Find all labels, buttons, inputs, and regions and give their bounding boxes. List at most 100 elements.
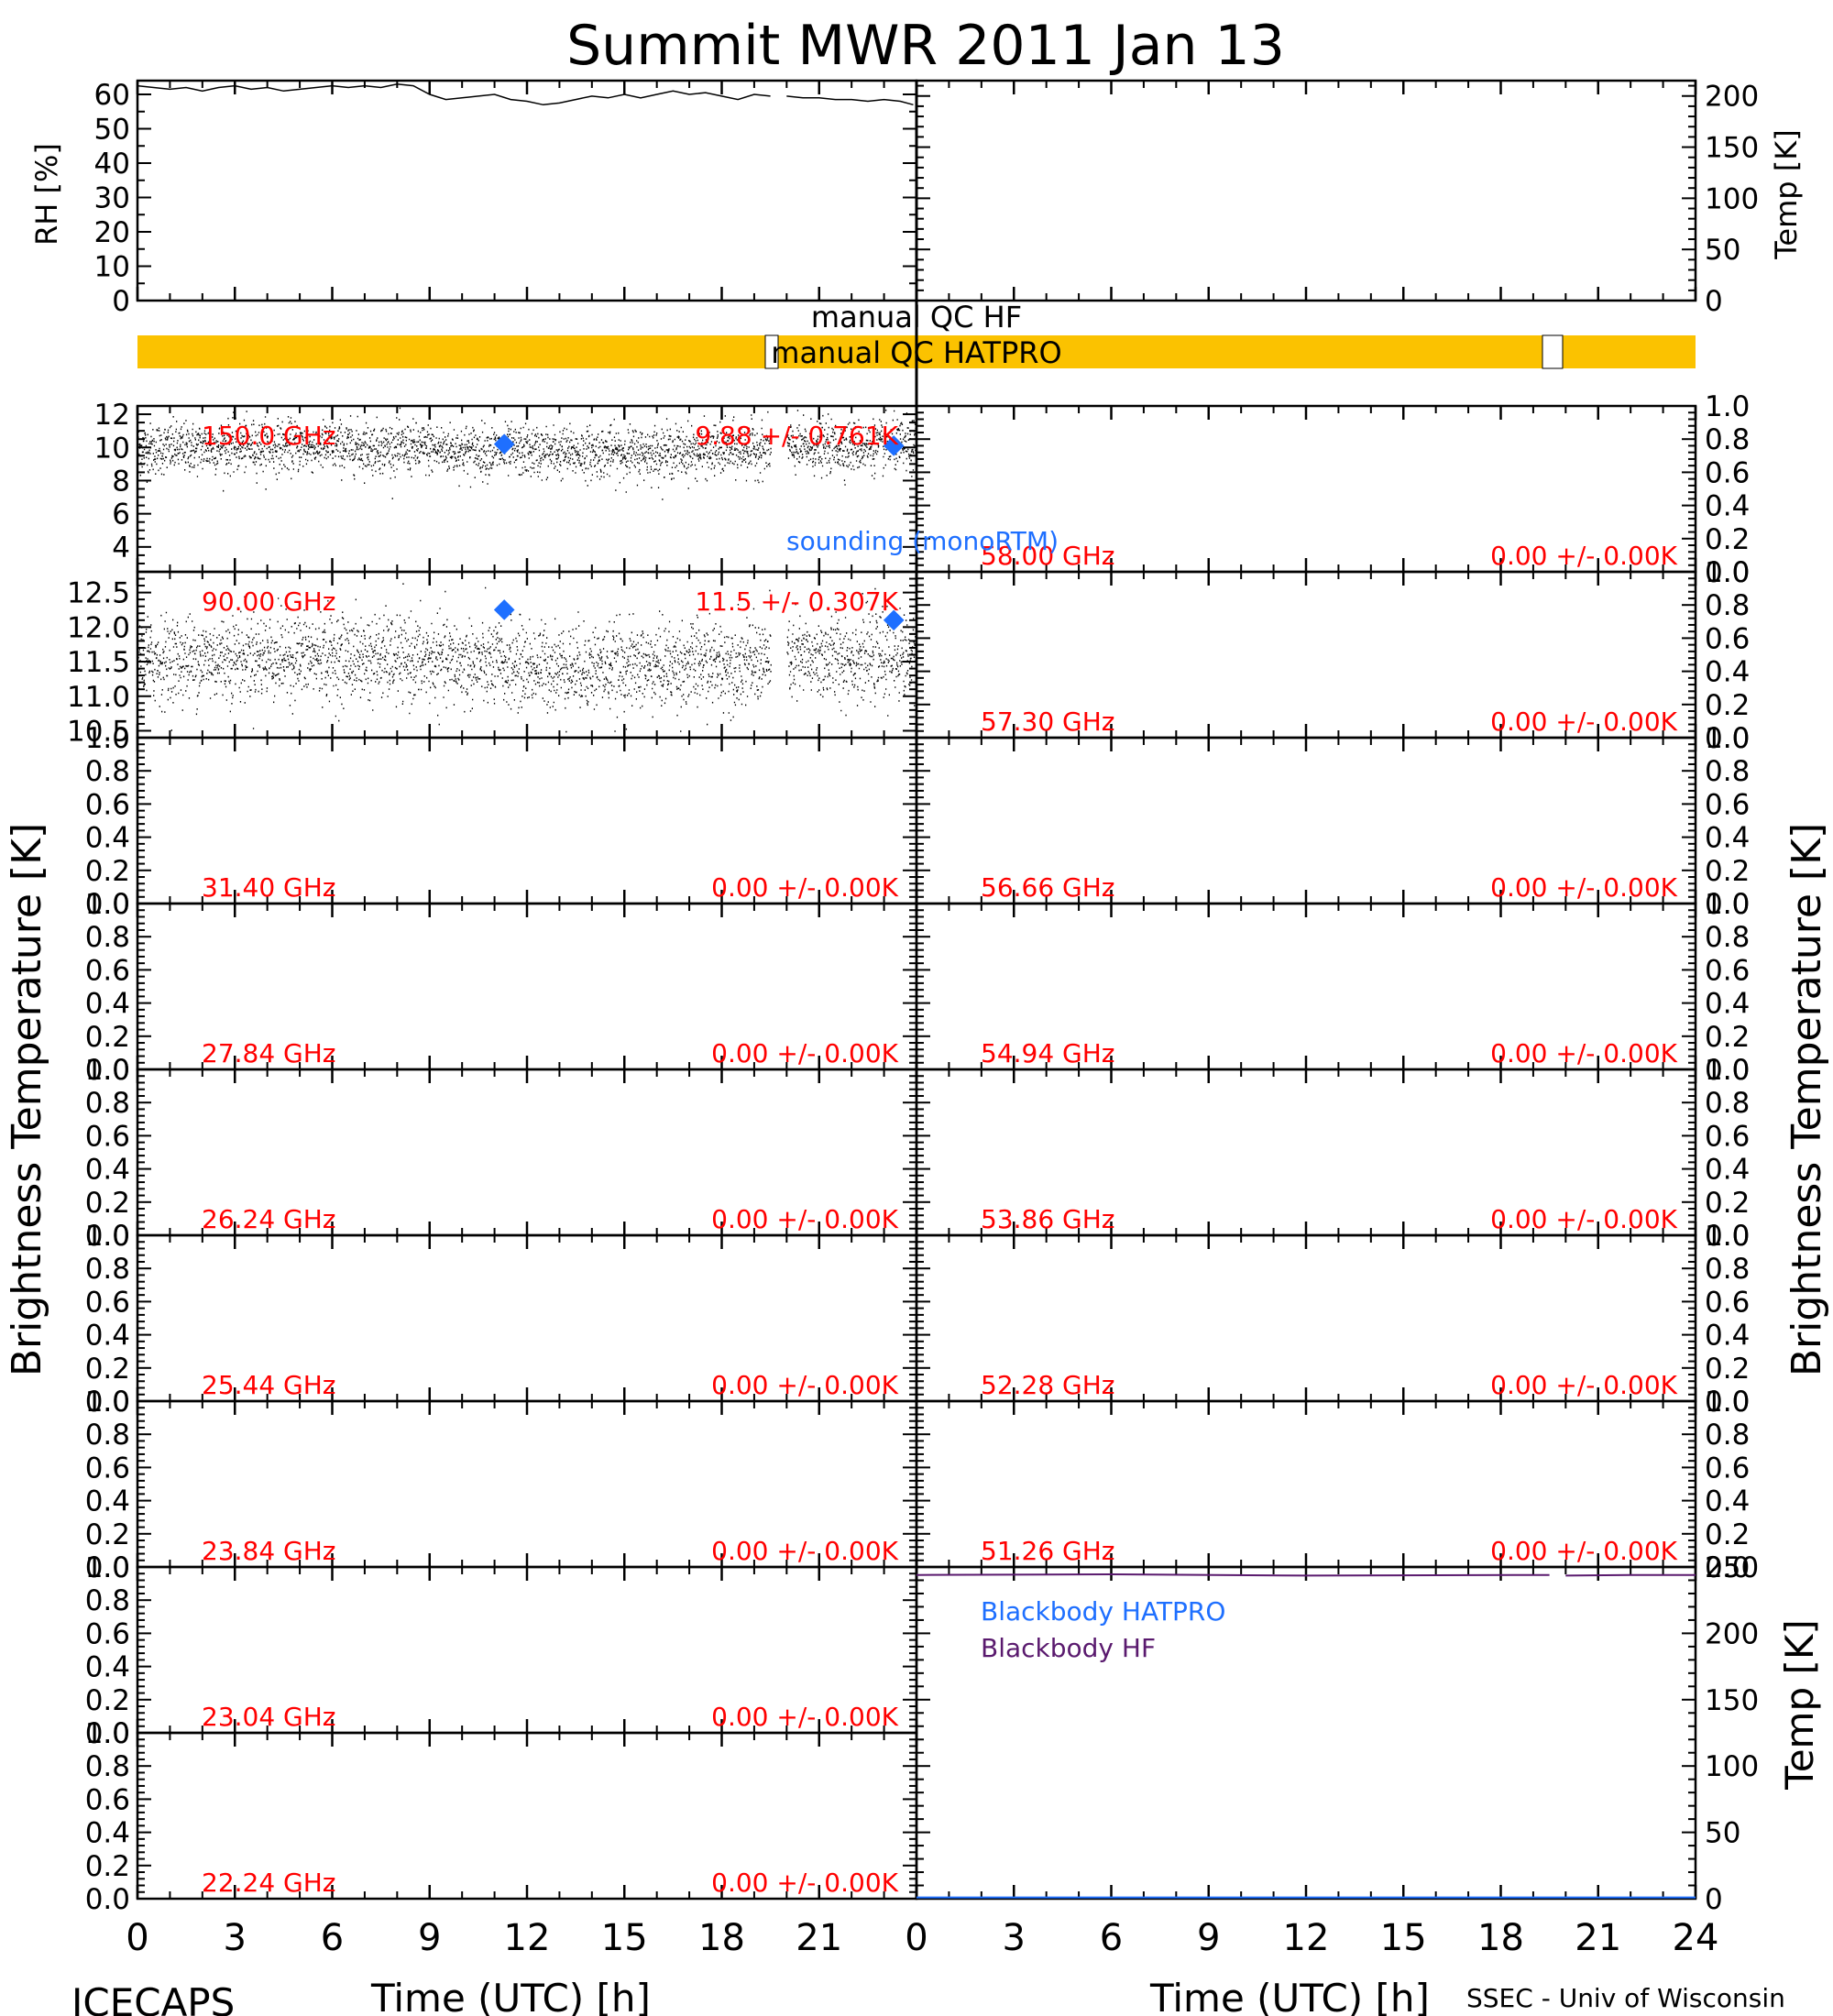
stat-label: 0.00 +/- 0.00K xyxy=(1490,872,1677,903)
panel-tb_51: 0.00.20.40.60.81.051.26 GHz 0.00 +/- 0.00… xyxy=(915,1386,1750,1584)
y-tick-label: 0.8 xyxy=(1705,589,1750,622)
y-tick-label: 200 xyxy=(1705,1617,1759,1650)
panel-tb_52: 0.00.20.40.60.81.052.28 GHz 0.00 +/- 0.00… xyxy=(915,1220,1750,1419)
y-tick-label: 0.0 xyxy=(85,1551,130,1584)
y-tick-label: 50 xyxy=(1705,234,1740,267)
y-tick-label: 0.8 xyxy=(1705,1087,1750,1120)
tb-right-axis-label: Brightness Temperature [K] xyxy=(1784,823,1830,1376)
sounding-marker xyxy=(493,599,515,620)
frequency-label: 23.84 GHz xyxy=(202,1536,336,1566)
stat-label: 0.00 +/- 0.00K xyxy=(1490,707,1677,737)
panel-tb_57: 0.00.20.40.60.81.057.30 GHz 0.00 +/- 0.00… xyxy=(915,556,1750,755)
x-tick-label: 9 xyxy=(1197,1917,1220,1959)
y-tick-label: 0.6 xyxy=(85,954,130,987)
y-tick-label: 1.0 xyxy=(1705,556,1750,589)
y-tick-label: 1.0 xyxy=(85,1717,130,1750)
y-tick-label: 0.8 xyxy=(85,1419,130,1452)
y-tick-label: 0.4 xyxy=(1705,988,1750,1021)
y-tick-label: 11.0 xyxy=(67,681,130,714)
panel-tb_25: 0.00.20.40.60.81.025.44 GHz 0.00 +/- 0.00… xyxy=(85,1220,918,1419)
y-tick-label: 0.0 xyxy=(85,1054,130,1087)
y-tick-label: 0.4 xyxy=(1705,656,1750,689)
y-tick-label: 0.2 xyxy=(1705,523,1750,556)
y-tick-label: 0.0 xyxy=(1705,722,1750,755)
qc-gap-right xyxy=(1542,334,1564,369)
panel-tb_23_04: 0.00.20.40.60.81.023.04 GHz 0.00 +/- 0.00… xyxy=(85,1551,918,1750)
sounding-marker xyxy=(493,433,515,455)
panel-tb_56: 0.00.20.40.60.81.056.66 GHz 0.00 +/- 0.00… xyxy=(915,722,1750,921)
x-tick-label: 15 xyxy=(1380,1917,1427,1959)
y-tick-label: 1.0 xyxy=(85,1220,130,1253)
y-tick-label: 0.8 xyxy=(85,1087,130,1120)
panel-tb_90: 10.511.011.512.012.5 90.00 GHz 11.5 +/- 0.… xyxy=(67,570,918,748)
y-tick-label: 0.0 xyxy=(85,1386,130,1419)
panel-tb_31: 0.00.20.40.60.81.031.40 GHz 0.00 +/- 0.00… xyxy=(85,722,918,921)
y-tick-label: 50 xyxy=(94,114,130,147)
frequency-label: 90.00 GHz xyxy=(202,586,336,617)
y-tick-label: 0.4 xyxy=(85,988,130,1021)
y-tick-label: 1.0 xyxy=(85,722,130,755)
y-tick-label: 0.0 xyxy=(85,888,130,921)
x-tick-label: 24 xyxy=(1673,1917,1719,1959)
rh-line xyxy=(137,83,771,106)
y-tick-label: 0.2 xyxy=(1705,689,1750,722)
y-tick-label: 100 xyxy=(1705,1750,1759,1783)
frequency-label: 31.40 GHz xyxy=(202,872,336,903)
y-tick-label: 60 xyxy=(94,79,130,112)
x-tick-label: 21 xyxy=(796,1917,842,1959)
y-tick-label: 0.8 xyxy=(1705,1253,1750,1286)
stat-label: 0.00 +/- 0.00K xyxy=(1490,1370,1677,1400)
y-tick-label: 8 xyxy=(112,465,130,498)
y-tick-label: 0.4 xyxy=(1705,490,1750,523)
stat-label: 0.00 +/- 0.00K xyxy=(711,1204,898,1234)
y-tick-label: 0.4 xyxy=(1705,822,1750,855)
y-tick-label: 1.0 xyxy=(85,1054,130,1087)
panel-blackbody: 0 50 100 150 200 250 Blackbody HATPRO Blackbody… xyxy=(915,1551,1759,1916)
tb-data-points xyxy=(137,405,917,500)
y-tick-label: 0.6 xyxy=(85,1617,130,1650)
x-tick-label: 0 xyxy=(126,1917,148,1959)
frequency-label: 57.30 GHz xyxy=(981,707,1115,737)
y-tick-label: 10 xyxy=(94,432,130,465)
x-tick-label: 12 xyxy=(504,1917,551,1959)
y-tick-label: 10 xyxy=(94,251,130,284)
rh-axis-label: RH [%] xyxy=(29,143,64,246)
x-tick-labels: 0 3 6 9 12 15 18 21 0 3 6 9 12 15 18 21 24 xyxy=(126,1917,1718,1959)
tb-data-points xyxy=(137,583,917,733)
rh-line xyxy=(786,95,914,106)
x-tick-label: 3 xyxy=(224,1917,247,1959)
figure-title: Summit MWR 2011 Jan 13 xyxy=(566,14,1285,78)
y-tick-label: 0.8 xyxy=(85,755,130,788)
y-tick-label: 1.0 xyxy=(1705,1054,1750,1087)
y-tick-label: 0.2 xyxy=(1705,855,1750,888)
y-tick-label: 0.4 xyxy=(85,1651,130,1684)
y-tick-label: 0.8 xyxy=(85,1750,130,1783)
stat-label: 0.00 +/- 0.00K xyxy=(711,1038,898,1068)
y-tick-label: 0.0 xyxy=(1705,1551,1750,1584)
y-tick-label: 1.0 xyxy=(1705,722,1750,755)
stat-label: 0.00 +/- 0.00K xyxy=(711,1868,898,1898)
y-tick-label: 0.6 xyxy=(1705,622,1750,655)
y-tick-label: 0.4 xyxy=(85,822,130,855)
y-tick-label: 1.0 xyxy=(85,1386,130,1419)
stat-label: 9.88 +/- 0.761K xyxy=(695,421,898,451)
temp-top-axis-label: Temp [K] xyxy=(1769,129,1804,259)
y-tick-label: 0 xyxy=(1705,285,1723,318)
y-tick-label: 100 xyxy=(1705,182,1759,215)
y-tick-label: 11.5 xyxy=(67,646,130,679)
y-tick-label: 20 xyxy=(94,216,130,249)
stat-label: 0.00 +/- 0.00K xyxy=(711,1536,898,1566)
ssec-credit: SSEC - Univ of Wisconsin xyxy=(1466,1983,1785,2013)
frequency-label: 51.26 GHz xyxy=(981,1536,1115,1566)
y-tick-label: 0.8 xyxy=(1705,755,1750,788)
y-tick-label: 150 xyxy=(1705,1684,1759,1717)
x-tick-label: 6 xyxy=(1100,1917,1123,1959)
y-tick-label: 0.0 xyxy=(1705,1054,1750,1087)
x-tick-label: 0 xyxy=(905,1917,927,1959)
frequency-label: 150.0 GHz xyxy=(202,421,336,451)
y-tick-label: 0.0 xyxy=(1705,888,1750,921)
y-tick-label: 0.2 xyxy=(85,855,130,888)
y-tick-label: 1.0 xyxy=(1705,390,1750,423)
